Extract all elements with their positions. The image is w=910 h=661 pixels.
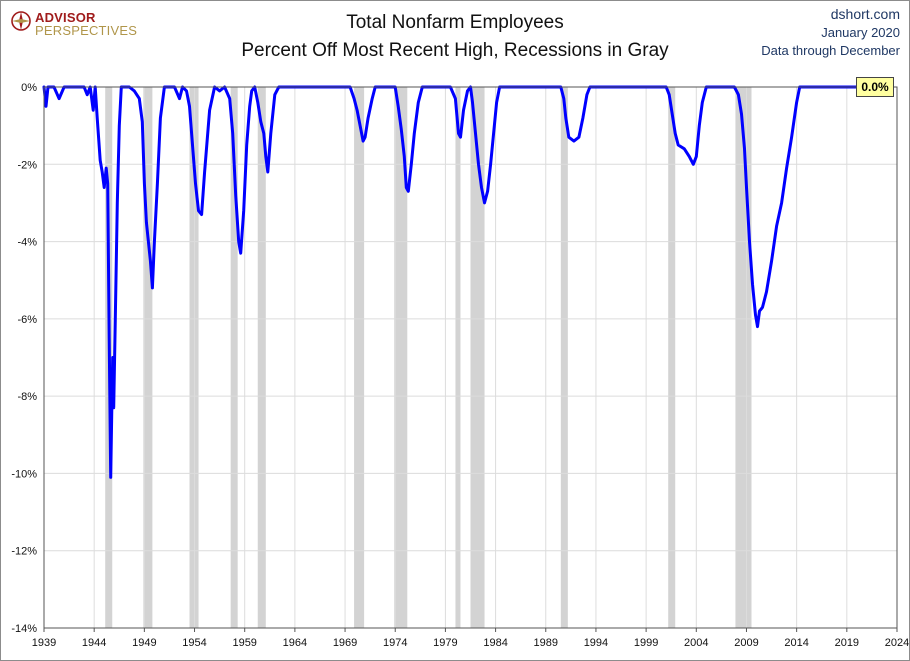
chart-subtitle: Percent Off Most Recent High, Recessions…	[241, 40, 669, 61]
recession-band-9	[560, 87, 568, 628]
x-tick-label-10: 1989	[534, 637, 558, 649]
x-tick-label-2: 1949	[132, 637, 156, 649]
x-tick-label-14: 2009	[734, 637, 758, 649]
x-tick-label-9: 1984	[483, 637, 507, 649]
x-tick-label-12: 1999	[634, 637, 658, 649]
x-tick-label-16: 2019	[835, 637, 859, 649]
x-tick-label-8: 1979	[433, 637, 457, 649]
x-tick-label-15: 2014	[784, 637, 808, 649]
recession-band-1	[143, 87, 153, 628]
recession-band-2	[189, 87, 199, 628]
x-tick-label-17: 2024	[885, 637, 909, 649]
credit-note: Data through December	[761, 43, 900, 58]
x-tick-label-11: 1994	[584, 637, 608, 649]
recession-band-11	[735, 87, 752, 628]
series-layer	[42, 85, 858, 479]
x-tick-label-4: 1959	[232, 637, 256, 649]
recession-band-6	[394, 87, 408, 628]
x-tick-label-1: 1944	[82, 637, 106, 649]
logo-text-top: ADVISOR	[35, 10, 96, 25]
credit-date: January 2020	[821, 25, 900, 40]
x-tick-label-0: 1939	[32, 637, 56, 649]
y-tick-label-6: -12%	[11, 546, 37, 558]
y-axis-ticks: 0% -2% -4% -6% -8% -10% -12% -14%	[11, 82, 37, 635]
x-tick-label-6: 1969	[333, 637, 357, 649]
logo-text-bottom: PERSPECTIVES	[35, 23, 138, 38]
credit-site: dshort.com	[830, 6, 900, 22]
series-line-0	[42, 85, 858, 479]
y-tick-label-4: -8%	[17, 391, 37, 403]
recession-band-8	[470, 87, 485, 628]
recession-band-4	[257, 87, 266, 628]
y-tick-label-0: 0%	[21, 82, 37, 94]
latest-value-badge: 0.0%	[856, 77, 894, 97]
x-axis-ticks: 1939 1944 1949 1954 1959 1964 1969 1974 1979 1984…	[32, 628, 909, 649]
x-tick-label-5: 1964	[283, 637, 307, 649]
recession-band-7	[455, 87, 461, 628]
y-tick-label-2: -4%	[17, 237, 37, 249]
chart-title: Total Nonfarm Employees	[346, 12, 564, 33]
y-tick-label-3: -6%	[17, 314, 37, 326]
x-tick-label-13: 2004	[684, 637, 708, 649]
y-tick-label-1: -2%	[17, 159, 37, 171]
advisor-perspectives-logo: ADVISOR PERSPECTIVES	[10, 8, 140, 38]
y-tick-label-7: -14%	[11, 623, 37, 635]
x-tick-label-3: 1954	[182, 637, 206, 649]
recession-band-5	[354, 87, 365, 628]
x-tick-label-7: 1974	[383, 637, 407, 649]
recession-band-10	[668, 87, 676, 628]
recession-bands	[105, 87, 752, 628]
recession-band-3	[230, 87, 238, 628]
compass-icon	[11, 11, 31, 31]
plot-area-border	[43, 86, 898, 629]
y-tick-label-5: -10%	[11, 468, 37, 480]
